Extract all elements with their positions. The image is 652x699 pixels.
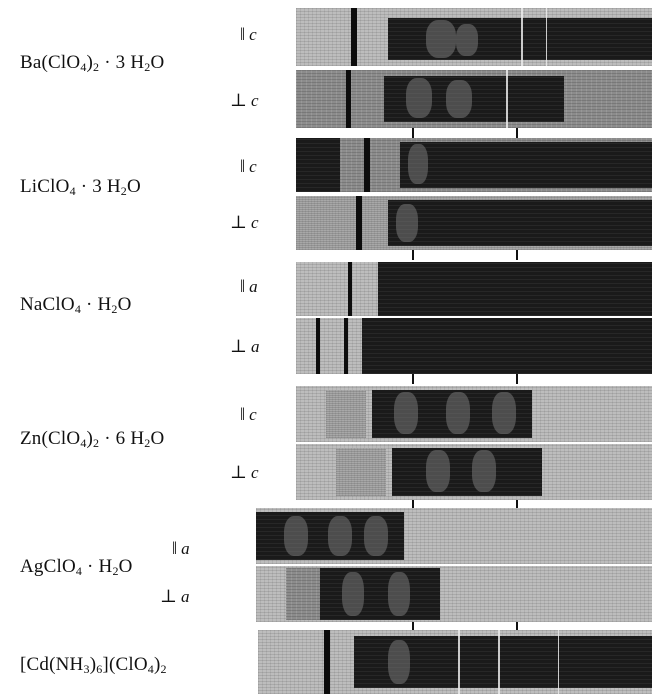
compound-label-cd-hexammine-perchlorate: [Cd(NH3)6](ClO4)2 bbox=[20, 654, 167, 676]
spectrum-plate-ag-perpendicular bbox=[256, 566, 652, 622]
polarization-perpendicular-label: ⊥ c bbox=[230, 212, 259, 232]
axis-tick bbox=[516, 622, 518, 632]
compound-label-zn-perchlorate: Zn(ClO4)2 · 6 H2O bbox=[20, 428, 165, 450]
polarization-perpendicular-label: ⊥ c bbox=[230, 462, 259, 482]
spectrum-plate-na-perpendicular bbox=[296, 318, 652, 374]
compound-label-ag-perchlorate: AgClO4 · H2O bbox=[20, 556, 133, 578]
spectrum-plate-zn-perpendicular bbox=[296, 444, 652, 500]
polarization-parallel-label: ‖ c bbox=[240, 404, 257, 424]
spectrum-plate-ba-parallel bbox=[296, 8, 652, 66]
axis-tick bbox=[412, 500, 414, 510]
axis-tick bbox=[412, 128, 414, 138]
spectrum-plate-zn-parallel bbox=[296, 386, 652, 442]
axis-tick bbox=[412, 250, 414, 260]
spectrum-plate-li-perpendicular bbox=[296, 196, 652, 250]
spectrum-plate-na-parallel bbox=[296, 262, 652, 316]
axis-tick bbox=[412, 374, 414, 384]
spectrum-plate-ag-parallel bbox=[256, 508, 652, 564]
spectrum-plate-li-parallel bbox=[296, 138, 652, 192]
compound-label-li-perchlorate: LiClO4 · 3 H2O bbox=[20, 176, 141, 198]
compound-label-na-perchlorate: NaClO4 · H2O bbox=[20, 294, 132, 316]
axis-tick bbox=[516, 128, 518, 138]
spectrum-plate-cd bbox=[258, 630, 652, 694]
axis-tick bbox=[412, 622, 414, 632]
polarization-parallel-label: ‖ c bbox=[240, 24, 257, 44]
polarization-parallel-label: ‖ c bbox=[240, 156, 257, 176]
axis-tick bbox=[516, 250, 518, 260]
polarization-perpendicular-label: ⊥ a bbox=[160, 586, 190, 606]
polarization-perpendicular-label: ⊥ c bbox=[230, 90, 259, 110]
polarization-parallel-label: ‖ a bbox=[240, 276, 258, 296]
polarization-parallel-label: ‖ a bbox=[172, 538, 190, 558]
axis-tick bbox=[516, 374, 518, 384]
axis-tick bbox=[516, 500, 518, 510]
polarization-perpendicular-label: ⊥ a bbox=[230, 336, 260, 356]
compound-label-ba-perchlorate: Ba(ClO4)2 · 3 H2O bbox=[20, 52, 165, 74]
spectrum-plate-ba-perpendicular bbox=[296, 70, 652, 128]
